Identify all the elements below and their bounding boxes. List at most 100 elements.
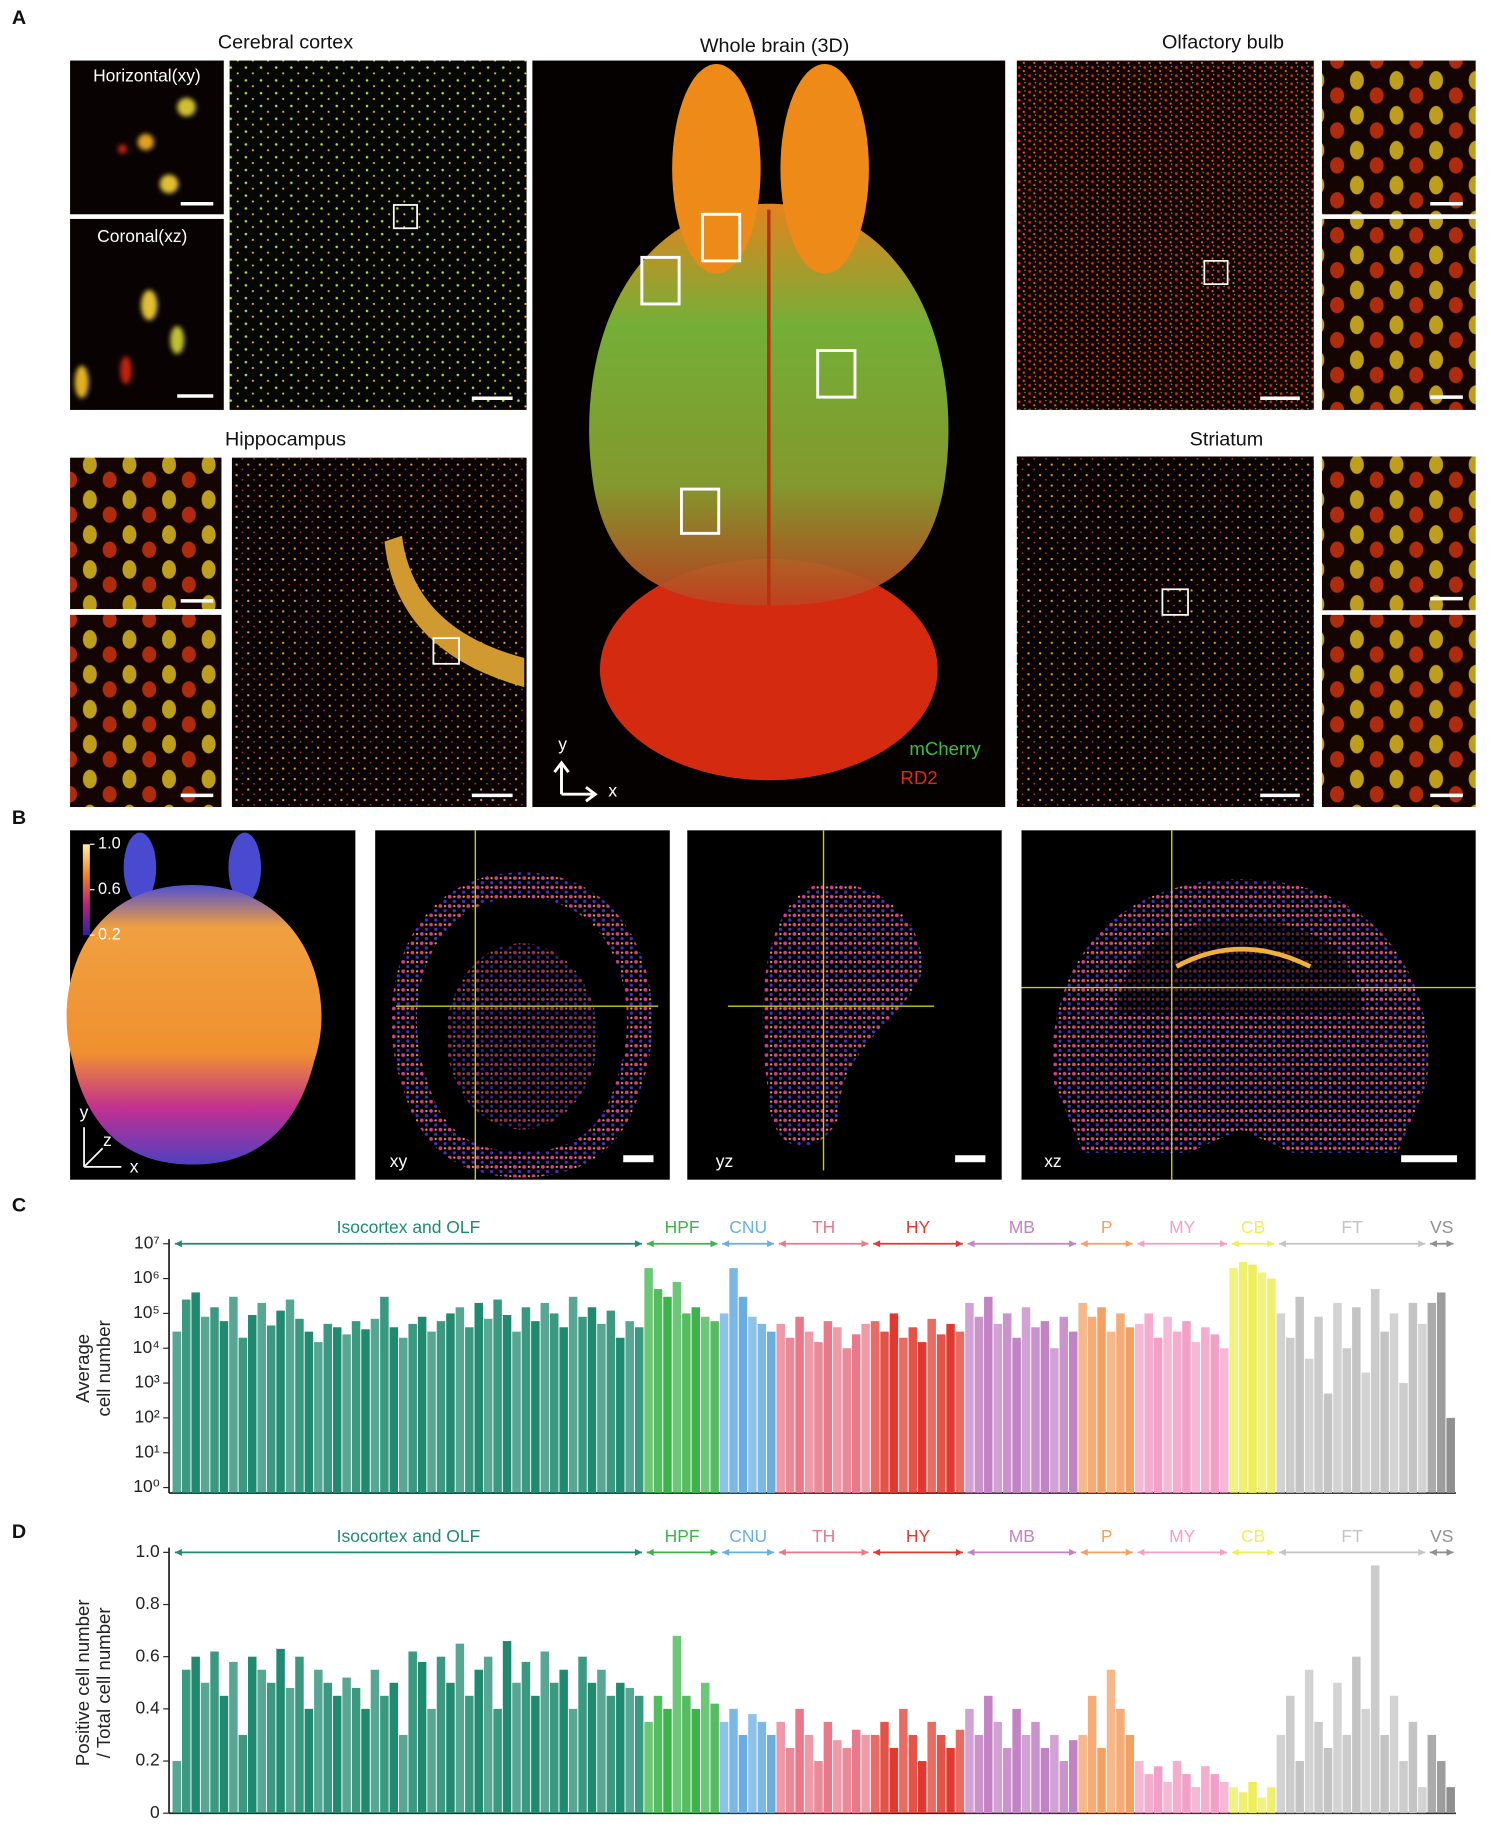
bar bbox=[823, 1321, 833, 1493]
bar bbox=[1389, 1695, 1399, 1814]
region-label: HPF bbox=[665, 1526, 700, 1546]
bar bbox=[1314, 1316, 1323, 1493]
bar bbox=[210, 1307, 219, 1493]
bar bbox=[389, 1682, 399, 1814]
y-tick-label: 0.4 bbox=[135, 1697, 160, 1717]
bar bbox=[200, 1316, 210, 1493]
bar bbox=[1068, 1740, 1078, 1814]
striatum-images bbox=[1016, 456, 1476, 808]
bar bbox=[1304, 1669, 1314, 1814]
bar bbox=[1286, 1695, 1295, 1814]
bar bbox=[568, 1708, 578, 1814]
bar bbox=[1153, 1337, 1163, 1493]
bar bbox=[1210, 1334, 1220, 1493]
bar bbox=[351, 1687, 361, 1814]
bar bbox=[625, 1321, 634, 1493]
bar bbox=[776, 1721, 785, 1814]
bar bbox=[1031, 1327, 1040, 1493]
bar bbox=[248, 1314, 257, 1493]
bar bbox=[1059, 1316, 1069, 1493]
bar bbox=[955, 1331, 965, 1493]
bar bbox=[729, 1708, 738, 1814]
bar bbox=[1201, 1327, 1210, 1493]
bar bbox=[248, 1656, 257, 1814]
bar bbox=[757, 1323, 767, 1493]
bar bbox=[814, 1761, 823, 1814]
bar bbox=[946, 1747, 955, 1814]
bar bbox=[927, 1318, 936, 1493]
panel-label: B bbox=[12, 807, 26, 829]
bar bbox=[1370, 1289, 1380, 1493]
region-label: MB bbox=[1009, 1217, 1035, 1237]
colorbar-label: 0.2 bbox=[98, 925, 121, 943]
bar bbox=[483, 1318, 493, 1493]
bar bbox=[408, 1323, 417, 1493]
bar bbox=[644, 1268, 653, 1493]
bar bbox=[257, 1302, 266, 1493]
bar bbox=[1248, 1264, 1257, 1493]
bar bbox=[181, 1669, 191, 1814]
bar bbox=[738, 1296, 748, 1493]
bar bbox=[597, 1323, 606, 1493]
bar bbox=[729, 1268, 738, 1493]
region-label: VS bbox=[1430, 1217, 1453, 1237]
bar bbox=[1304, 1358, 1314, 1493]
region-label: FT bbox=[1341, 1526, 1363, 1546]
bar bbox=[181, 1299, 191, 1493]
bar bbox=[1229, 1787, 1238, 1814]
bar bbox=[1295, 1761, 1304, 1814]
y-tick-label: 10¹ bbox=[134, 1441, 159, 1461]
bar bbox=[757, 1721, 767, 1814]
bar bbox=[889, 1747, 899, 1814]
bar bbox=[540, 1651, 550, 1814]
y-tick-label: 0.8 bbox=[135, 1593, 159, 1613]
bar bbox=[1021, 1307, 1031, 1493]
region-label: MY bbox=[1169, 1217, 1196, 1237]
bar bbox=[823, 1721, 833, 1814]
panel-label: A bbox=[12, 7, 26, 29]
bar bbox=[1248, 1781, 1257, 1814]
region-label: P bbox=[1101, 1526, 1113, 1546]
bar bbox=[899, 1337, 908, 1493]
legend-label: RD2 bbox=[900, 767, 937, 788]
bar bbox=[1125, 1734, 1135, 1814]
bar bbox=[238, 1734, 248, 1814]
bar bbox=[483, 1656, 493, 1814]
bar bbox=[993, 1323, 1002, 1493]
bar bbox=[795, 1708, 804, 1814]
region-label: CB bbox=[1241, 1526, 1265, 1546]
bar bbox=[436, 1321, 446, 1493]
bar bbox=[1267, 1278, 1276, 1493]
y-tick-label: 10⁶ bbox=[133, 1267, 160, 1287]
bar bbox=[663, 1708, 672, 1814]
y-axis-label: cell number bbox=[93, 1320, 114, 1416]
bar bbox=[965, 1708, 974, 1814]
bar bbox=[342, 1334, 351, 1493]
bar bbox=[257, 1669, 266, 1814]
bar bbox=[172, 1761, 182, 1814]
bar bbox=[663, 1296, 672, 1493]
whole-brain-image: y x mCherry RD2 bbox=[532, 60, 1006, 808]
bar bbox=[748, 1316, 757, 1493]
bar bbox=[172, 1331, 182, 1493]
bar bbox=[625, 1687, 634, 1814]
bar bbox=[1172, 1761, 1182, 1814]
bar bbox=[597, 1669, 606, 1814]
region-label: MB bbox=[1009, 1526, 1035, 1546]
bar bbox=[361, 1708, 370, 1814]
bar bbox=[965, 1302, 974, 1493]
bar bbox=[1087, 1316, 1097, 1493]
bar bbox=[568, 1296, 578, 1493]
bar bbox=[1380, 1331, 1389, 1493]
bar bbox=[1116, 1708, 1125, 1814]
region-label: FT bbox=[1341, 1217, 1363, 1237]
region-label: CB bbox=[1241, 1217, 1265, 1237]
bar bbox=[408, 1651, 417, 1814]
bar bbox=[1342, 1734, 1352, 1814]
region-label: VS bbox=[1430, 1526, 1453, 1546]
bar bbox=[1314, 1721, 1323, 1814]
bar bbox=[804, 1331, 814, 1493]
bar bbox=[238, 1337, 248, 1493]
bar bbox=[210, 1651, 219, 1814]
